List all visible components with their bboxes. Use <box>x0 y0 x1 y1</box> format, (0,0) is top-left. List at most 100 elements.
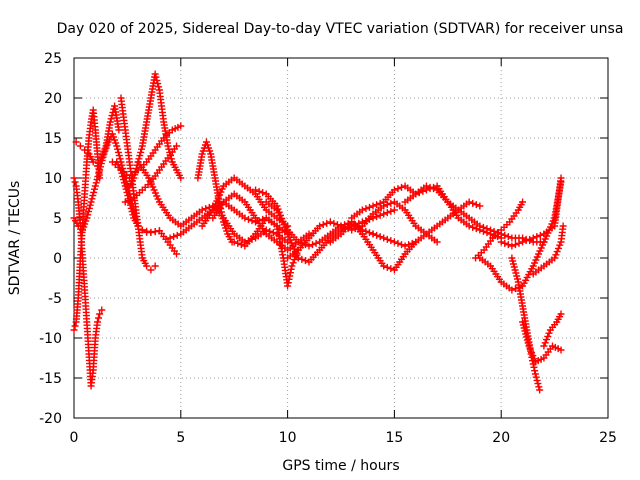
data-point <box>508 286 516 294</box>
data-point <box>70 174 78 182</box>
data-point-dense <box>376 233 384 241</box>
data-point-dense <box>128 208 136 216</box>
data-point-dense <box>530 355 538 363</box>
data-point-dense <box>244 215 252 223</box>
data-point <box>380 234 388 242</box>
data-point <box>540 342 548 350</box>
data-point-dense <box>95 314 103 322</box>
data-point-dense <box>383 201 391 209</box>
data-point-dense <box>330 219 338 227</box>
data-point <box>525 342 533 350</box>
x-tick-label: 10 <box>279 430 297 446</box>
data-point <box>83 214 91 222</box>
data-point-dense <box>136 152 144 160</box>
data-point-dense <box>312 239 320 247</box>
data-point-dense <box>387 207 395 215</box>
data-point-dense <box>71 322 79 330</box>
data-point-dense <box>376 199 384 207</box>
data-point-dense <box>143 227 151 235</box>
plot-frame <box>73 57 609 419</box>
data-point-dense <box>234 239 242 247</box>
data-point <box>476 222 484 230</box>
data-point <box>294 254 302 262</box>
data-point-dense <box>71 178 79 186</box>
data-point <box>380 210 388 218</box>
data-point <box>519 238 527 246</box>
data-point-dense <box>398 241 406 249</box>
data-point-dense <box>323 219 331 227</box>
data-point-dense <box>483 225 491 233</box>
data-point-dense <box>426 183 434 191</box>
data-point-dense <box>545 329 553 337</box>
axis-ticks: 0 5 10 15 20 25 -20 -15 -10 -5 0 5 10 15 20 25 <box>39 51 617 446</box>
data-point-dense <box>94 172 102 180</box>
data-point <box>390 186 398 194</box>
data-point-dense <box>501 239 509 247</box>
y-axis-label: SDTVAR / TECUs <box>7 181 23 296</box>
data-point-dense <box>301 257 309 265</box>
data-point <box>288 262 296 270</box>
data-point-dense <box>405 241 413 249</box>
y-tick-label: -20 <box>39 411 62 427</box>
data-point-dense <box>114 145 122 153</box>
data-point <box>465 222 473 230</box>
data-point <box>529 234 537 242</box>
data-point <box>96 310 104 318</box>
data-point-dense <box>123 188 131 196</box>
data-point <box>106 118 114 126</box>
data-point-dense <box>531 367 539 375</box>
data-point <box>72 138 80 146</box>
data-point-dense <box>553 248 561 256</box>
data-point <box>115 126 123 134</box>
data-marks <box>70 70 567 394</box>
data-point-dense <box>365 229 373 237</box>
data-point-dense <box>120 176 128 184</box>
data-point <box>531 370 539 378</box>
data-point-dense <box>88 195 96 203</box>
data-point <box>230 238 238 246</box>
data-point-dense <box>542 336 550 344</box>
y-tick-label: -10 <box>39 331 62 347</box>
data-point-dense <box>394 185 402 193</box>
data-point <box>147 228 155 236</box>
data-point <box>143 262 151 270</box>
data-point <box>487 226 495 234</box>
data-point-dense <box>394 239 402 247</box>
data-point-dense <box>532 373 540 381</box>
data-point-dense <box>129 211 137 219</box>
data-point <box>369 230 377 238</box>
data-point-dense <box>90 188 98 196</box>
data-point-dense <box>259 189 267 197</box>
data-point-dense <box>387 237 395 245</box>
data-point-dense <box>298 255 306 263</box>
data-point <box>316 222 324 230</box>
data-point-dense <box>511 241 519 249</box>
data-point-dense <box>170 233 178 241</box>
data-point-dense <box>430 185 438 193</box>
data-point <box>326 218 334 226</box>
data-point-dense <box>541 339 549 347</box>
data-point <box>476 202 484 210</box>
data-point-dense <box>98 156 106 164</box>
data-point <box>147 266 155 274</box>
data-point-dense <box>137 148 145 156</box>
data-point <box>390 206 398 214</box>
data-point <box>164 142 172 150</box>
data-point <box>151 262 159 270</box>
data-point-dense <box>154 80 162 88</box>
data-point-dense <box>472 225 480 233</box>
data-point-dense <box>479 223 487 231</box>
data-point <box>380 262 388 270</box>
data-point-dense <box>365 203 373 211</box>
data-point <box>93 318 101 326</box>
data-point-dense <box>383 235 391 243</box>
data-point-dense <box>114 148 122 156</box>
data-point <box>89 158 97 166</box>
data-point-dense <box>504 241 512 249</box>
data-point <box>81 146 89 154</box>
data-point-dense <box>85 204 93 212</box>
x-axis-label: GPS time / hours <box>282 458 399 474</box>
data-point-dense <box>202 205 210 213</box>
data-point-dense <box>126 201 134 209</box>
